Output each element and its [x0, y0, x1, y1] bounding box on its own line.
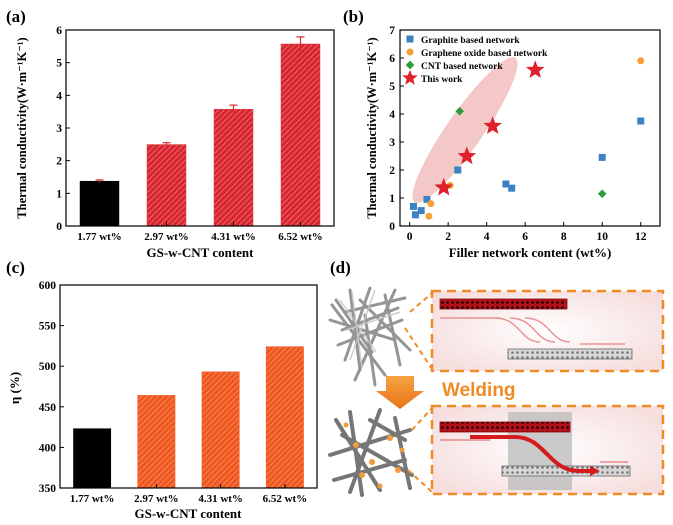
panel-a-ytick-label: 4	[56, 90, 62, 102]
panel-b-xlabel: Filler network content (wt%)	[449, 245, 612, 260]
panel-a-ytick-label: 2	[56, 156, 62, 168]
this-work-highlight-ellipse	[412, 57, 518, 203]
panel-b-ytick-label: 4	[389, 109, 395, 121]
panel-label-c: (c)	[6, 258, 25, 277]
panel-b-point-square	[417, 207, 425, 215]
panel-b-point-diamond	[597, 189, 607, 199]
panel-c-ytick-label: 600	[39, 280, 57, 292]
panel-b-point-square	[637, 117, 645, 125]
panel-c-frame	[59, 284, 318, 489]
panel-a-ytick-label: 5	[56, 58, 62, 70]
panel-a-bar	[146, 144, 187, 227]
panel-b-legend: Graphite based network Graphene oxide bas…	[402, 35, 548, 85]
panel-b-ytick-label: 1	[389, 193, 395, 205]
panel-b-point-square	[454, 166, 462, 174]
panel-b-point-square	[409, 202, 417, 210]
panel-c-xtick-label: 1.77 wt%	[70, 493, 115, 505]
welding-arrow	[376, 376, 424, 409]
panel-c-xtick-label: 2.97 wt%	[134, 493, 179, 505]
panel-b-frame	[399, 29, 661, 227]
panel-a-ytick-label: 6	[56, 25, 62, 37]
panel-b-ytick-label: 2	[389, 165, 395, 177]
panel-b-xtick-label: 6	[522, 231, 528, 243]
panel-a-xtick-label: 4.31 wt%	[211, 231, 256, 243]
panel-c-ytick-label: 450	[39, 402, 57, 414]
panel-b-ytick-label: 7	[389, 25, 395, 37]
panel-b-point-square	[508, 184, 516, 192]
panel-b-legend-label: This work	[421, 75, 463, 85]
panel-b-ytick-label: 0	[389, 221, 395, 233]
panel-b-point-square	[598, 153, 606, 161]
panel-a-xtick-label: 6.52 wt%	[278, 231, 323, 243]
panel-b-point-star	[483, 116, 502, 134]
panel-b-xtick-label: 10	[596, 231, 608, 243]
panel-a-ytick-label: 3	[56, 123, 62, 135]
panel-c-chart: (c) 1.77 wt% 2.97 wt% 4.31 wt% 6.52 wt% 350 4…	[6, 258, 318, 521]
panel-a-bar	[280, 43, 321, 227]
panel-b-ytick-label: 6	[389, 53, 395, 65]
panel-b-point-square	[411, 211, 419, 219]
grey-cnt-tube-bottom	[501, 465, 631, 477]
panel-c-ytick-label: 500	[39, 361, 57, 373]
panel-label-d: (d)	[330, 258, 351, 277]
panel-b-legend-marker	[402, 69, 418, 85]
panel-c-bar	[201, 371, 240, 489]
panel-b-point-diamond	[455, 106, 465, 116]
red-cnt-tube-top	[439, 298, 568, 310]
panel-c-xtick-label: 4.31 wt%	[198, 493, 243, 505]
panel-b-point-circle	[637, 57, 645, 65]
panel-c-xtick-label: 6.52 wt%	[263, 493, 308, 505]
panel-b-xtick-label: 2	[445, 231, 451, 243]
panel-b-legend-label: CNT based network	[421, 62, 503, 72]
panel-d-schematic: (d) Welding	[328, 258, 665, 497]
panel-b-ylabel: Thermal conductivity(W·m⁻¹K⁻¹)	[365, 37, 379, 218]
panel-a-ytick-label: 0	[56, 221, 62, 233]
welding-label: Welding	[442, 380, 516, 401]
panel-b-point-star	[525, 60, 545, 78]
panel-b-legend-label: Graphene oxide based network	[421, 49, 548, 59]
panel-label-b: (b)	[343, 7, 364, 26]
panel-b-legend-label: Graphite based network	[421, 36, 520, 46]
panel-b-point-circle	[427, 200, 435, 208]
panel-a-xtick-label: 1.77 wt%	[77, 231, 122, 243]
panel-c-ytick-label: 350	[39, 483, 57, 495]
panel-b-xtick-label: 4	[484, 231, 490, 243]
panel-b-legend-marker	[406, 35, 414, 43]
panel-c-bar	[73, 428, 112, 489]
panel-c-ylabel: η (%)	[7, 372, 22, 404]
panel-b-point-star	[457, 146, 477, 165]
panel-b-legend-marker	[405, 60, 415, 70]
panel-c-bar	[265, 346, 304, 489]
panel-b-xtick-label: 8	[561, 231, 567, 243]
panel-a-xtick-label: 2.97 wt%	[144, 231, 189, 243]
panel-a-bar	[213, 109, 254, 227]
panel-b-xtick-label: 0	[407, 231, 413, 243]
panel-b-xtick-label: 12	[635, 231, 647, 243]
grey-cnt-tube-top	[507, 348, 633, 360]
panel-label-a: (a)	[6, 7, 26, 26]
red-cnt-tube-bottom	[439, 421, 571, 433]
panel-c-xlabel: GS-w-CNT content	[134, 506, 242, 521]
panel-b-ytick-label: 3	[389, 137, 395, 149]
panel-b-point-square	[502, 180, 510, 188]
panel-b-ytick-label: 5	[389, 81, 395, 93]
panel-a-bar	[79, 180, 120, 227]
panel-a-ylabel: Thermal conductivity(W·m⁻¹K⁻¹)	[15, 37, 29, 218]
panel-a-xlabel: GS-w-CNT content	[146, 245, 254, 260]
panel-a-ytick-label: 1	[56, 188, 62, 200]
panel-c-bar	[137, 395, 176, 489]
panel-a-chart: (a) 1.77 wt% 2.97 wt% 4.31 wt% 6.52 wt% 0 1 2 3…	[6, 7, 335, 260]
heat-flow-path	[470, 435, 592, 473]
panel-b-point-circle	[425, 212, 433, 220]
panel-b-point-square	[423, 195, 431, 203]
panel-b-legend-marker	[406, 48, 414, 56]
panel-b-point-star	[434, 177, 453, 196]
panel-c-ytick-label: 550	[39, 321, 57, 333]
panel-c-ytick-label: 400	[39, 442, 57, 454]
